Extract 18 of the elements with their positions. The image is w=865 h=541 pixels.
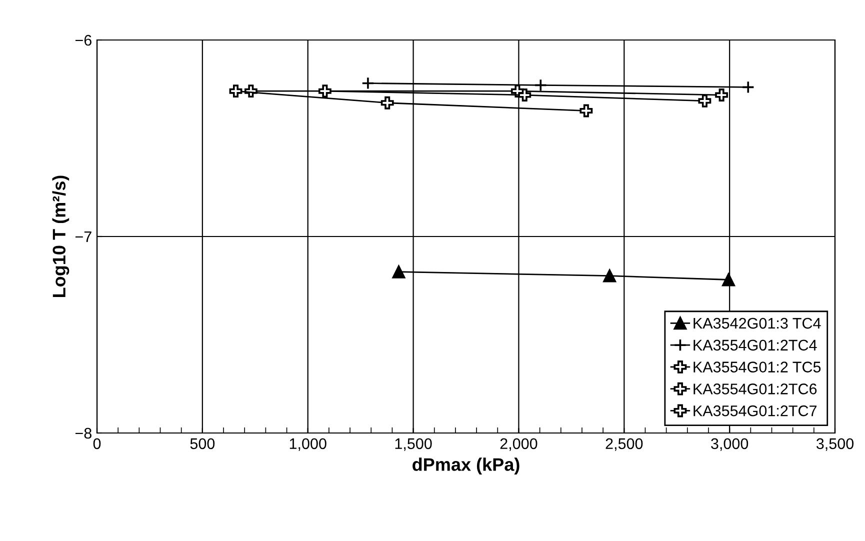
legend-label: KA3554G01:2TC4 — [694, 340, 817, 351]
x-axis-title: dPmax (kPa) — [412, 458, 520, 474]
x-tick-label: 1,500 — [395, 438, 432, 451]
x-tick-label: 1,000 — [290, 438, 326, 451]
x-tick-label: 3,500 — [816, 438, 854, 451]
y-tick-label: −6 — [75, 34, 92, 46]
legend-label: KA3554G01:2TC6 — [694, 384, 817, 394]
y-tick-label: −8 — [75, 428, 92, 439]
x-tick-label: 3,000 — [711, 438, 748, 451]
legend-label: KA3542G01:3 TC4 — [694, 318, 821, 329]
legend-label: KA3554G01:2TC7 — [694, 405, 817, 416]
x-tick-label: 500 — [190, 438, 215, 450]
x-tick-label: 2,500 — [606, 438, 643, 451]
x-tick-label: 0 — [93, 438, 101, 450]
x-tick-label: 2,000 — [500, 438, 538, 451]
y-axis-title: Log10 T (m²/s) — [52, 176, 70, 297]
legend-label: KA3554G01:2 TC5 — [694, 362, 821, 372]
y-tick-label: −7 — [75, 232, 92, 242]
